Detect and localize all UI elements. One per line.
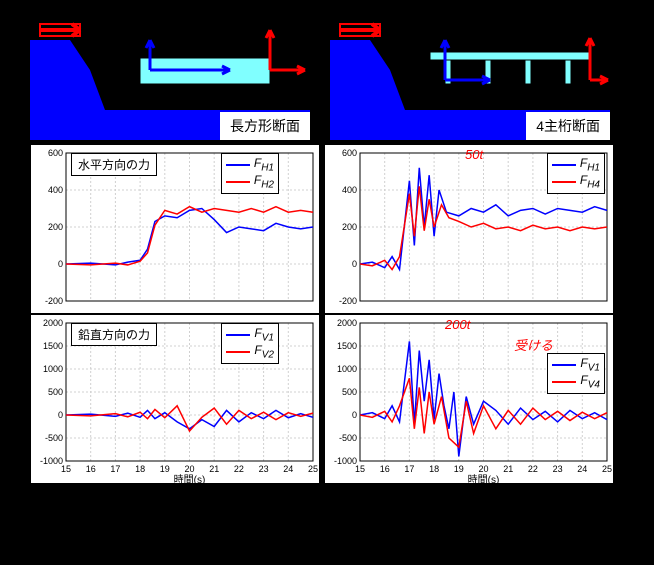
svg-text:16: 16 xyxy=(380,464,390,474)
svg-text:23: 23 xyxy=(553,464,563,474)
svg-text:1500: 1500 xyxy=(43,341,63,351)
svg-text:1000: 1000 xyxy=(337,364,357,374)
svg-text:-1000: -1000 xyxy=(334,456,357,466)
chart-tl-title: 水平方向の力 xyxy=(71,153,157,176)
chart-vertical-left: -1000 -500 0 500 1000 1500 2000 15 16 17 18 19 20 21 2… xyxy=(30,314,320,484)
ann-50t: 50t xyxy=(465,147,483,162)
svg-text:25: 25 xyxy=(602,464,612,474)
svg-text:19: 19 xyxy=(160,464,170,474)
svg-text:0: 0 xyxy=(58,410,63,420)
svg-text:-1000: -1000 xyxy=(40,456,63,466)
svg-text:15: 15 xyxy=(355,464,365,474)
svg-text:24: 24 xyxy=(577,464,587,474)
svg-text:2000: 2000 xyxy=(337,318,357,328)
svg-text:23: 23 xyxy=(259,464,269,474)
svg-text:19: 19 xyxy=(454,464,464,474)
svg-text:21: 21 xyxy=(209,464,219,474)
svg-text:-200: -200 xyxy=(45,296,63,306)
svg-text:-500: -500 xyxy=(45,433,63,443)
svg-text:20: 20 xyxy=(184,464,194,474)
svg-text:24: 24 xyxy=(283,464,293,474)
ann-recv: 受ける xyxy=(514,335,553,354)
svg-text:17: 17 xyxy=(404,464,414,474)
svg-text:2000: 2000 xyxy=(43,318,63,328)
svg-text:22: 22 xyxy=(234,464,244,474)
svg-text:400: 400 xyxy=(342,185,357,195)
svg-text:20: 20 xyxy=(478,464,488,474)
svg-text:0: 0 xyxy=(352,259,357,269)
svg-text:15: 15 xyxy=(61,464,71,474)
svg-text:25: 25 xyxy=(308,464,318,474)
svg-text:22: 22 xyxy=(528,464,538,474)
chart-vertical-right: -1000 -500 0 500 1000 1500 2000 15 16 17 18 19 20 21 2… xyxy=(324,314,614,484)
svg-text:21: 21 xyxy=(503,464,513,474)
svg-text:17: 17 xyxy=(110,464,120,474)
diagram-girder: 4主桁断面 xyxy=(330,10,610,140)
svg-text:0: 0 xyxy=(352,410,357,420)
chart-horizontal-left: -200 0 200 400 600 水平方向の力 FH1FH2 xyxy=(30,144,320,314)
chart-horizontal-right: -200 0 200 400 600 50t FH1FH4 xyxy=(324,144,614,314)
svg-text:400: 400 xyxy=(48,185,63,195)
svg-text:600: 600 xyxy=(48,148,63,158)
legend-br: FV1FV4 xyxy=(547,353,605,394)
svg-text:18: 18 xyxy=(429,464,439,474)
svg-text:-200: -200 xyxy=(339,296,357,306)
svg-text:時間(s): 時間(s) xyxy=(468,474,500,483)
svg-text:200: 200 xyxy=(48,222,63,232)
svg-text:-500: -500 xyxy=(339,433,357,443)
svg-text:200: 200 xyxy=(342,222,357,232)
svg-text:1000: 1000 xyxy=(43,364,63,374)
diagram-rectangular: 長方形断面 xyxy=(30,10,310,140)
svg-text:500: 500 xyxy=(342,387,357,397)
svg-text:18: 18 xyxy=(135,464,145,474)
svg-text:600: 600 xyxy=(342,148,357,158)
svg-text:0: 0 xyxy=(58,259,63,269)
svg-text:1500: 1500 xyxy=(337,341,357,351)
diagram-left-label: 長方形断面 xyxy=(220,112,310,140)
svg-text:16: 16 xyxy=(86,464,96,474)
legend-tr: FH1FH4 xyxy=(547,153,605,194)
legend-tl: FH1FH2 xyxy=(221,153,279,194)
ann-200t: 200t xyxy=(445,317,470,332)
diagram-right-label: 4主桁断面 xyxy=(526,112,610,140)
svg-text:500: 500 xyxy=(48,387,63,397)
svg-text:時間(s): 時間(s) xyxy=(174,474,206,483)
chart-bl-title: 鉛直方向の力 xyxy=(71,323,157,346)
legend-bl: FV1FV2 xyxy=(221,323,279,364)
